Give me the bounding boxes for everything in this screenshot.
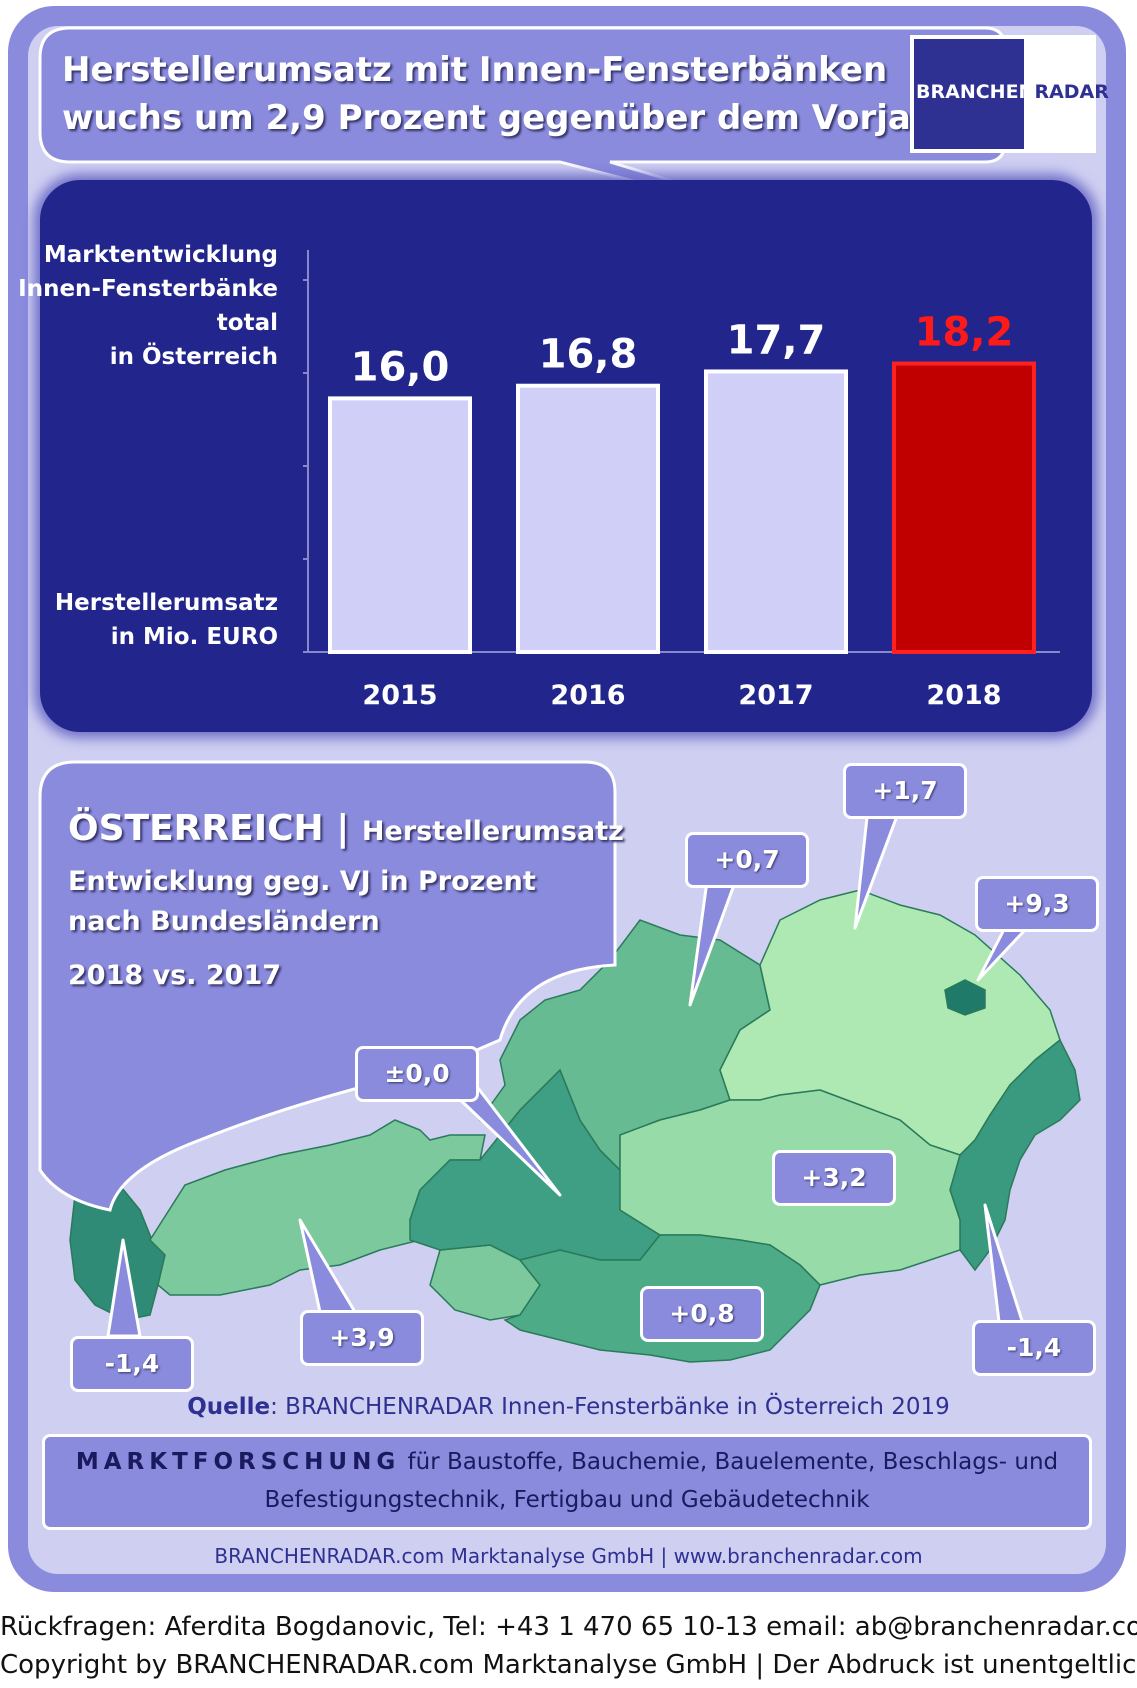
company-line: BRANCHENRADAR.com Marktanalyse GmbH | ww…: [214, 1544, 923, 1568]
bar-chart: 16,0 2015 16,8 2016 17,7 2017 18,2 2018: [303, 250, 1060, 711]
chart-title-line-1: Marktentwicklung: [43, 242, 278, 268]
category-label-2015: 2015: [362, 680, 437, 711]
chart-title-line-3: total: [216, 310, 278, 336]
callout-pointers: [106, 806, 1042, 1338]
map-year-compare: 2018 vs. 2017: [68, 960, 282, 991]
callout-vorarlberg: -1,4: [70, 1336, 194, 1392]
austria-map: [69, 889, 1081, 1363]
map-subtitle-1: Entwicklung geg. VJ in Prozent: [68, 866, 536, 897]
category-label-2017: 2017: [738, 680, 813, 711]
chart-title-line-2: Innen-Fensterbänke: [18, 276, 278, 302]
y-axis-label-line-1: Herstellerumsatz: [54, 590, 278, 616]
chart-title-line-4: in Österreich: [109, 344, 278, 370]
callout-wien: +9,3: [975, 876, 1099, 932]
region-wien: [944, 979, 986, 1016]
callout-oberoesterreich: +0,7: [685, 832, 809, 888]
value-label-2018: 18,2: [915, 310, 1014, 356]
category-label-2016: 2016: [550, 680, 625, 711]
map-title: ÖSTERREICH | Herstellerumsatz: [68, 808, 624, 849]
bar-2018: [892, 361, 1036, 654]
callout-tirol: +3,9: [300, 1310, 424, 1366]
y-axis-label-line-2: in Mio. EURO: [110, 624, 278, 650]
mf-line-1: MARKTFORSCHUNG für Baustoffe, Bauchemie,…: [75, 1449, 1059, 1475]
headline-line-1: Herstellerumsatz mit Innen-Fensterbänken: [62, 50, 888, 90]
callout-salzburg: ±0,0: [355, 1046, 479, 1102]
chart-title-block: Marktentwicklung Innen-Fensterbänke tota…: [18, 242, 278, 650]
category-label-2018: 2018: [926, 680, 1001, 711]
callout-burgenland: -1,4: [972, 1320, 1096, 1376]
callout-kaernten: +0,8: [640, 1286, 764, 1342]
bar-2015: [328, 396, 472, 654]
value-label-2015: 16,0: [351, 344, 450, 390]
value-label-2016: 16,8: [539, 332, 638, 378]
headline-line-2: wuchs um 2,9 Prozent gegenüber dem Vorja…: [62, 98, 952, 138]
chart-panel: Marktentwicklung Innen-Fensterbänke tota…: [18, 180, 1092, 732]
branchenradar-logo: BRANCHENRADAR: [910, 35, 1109, 153]
callout-steiermark: +3,2: [772, 1150, 896, 1206]
logo-square: [914, 39, 1024, 149]
logo-wordmark: BRANCHENRADAR: [916, 81, 1109, 103]
source-line: Quelle: BRANCHENRADAR Innen-Fensterbänke…: [187, 1394, 950, 1420]
marktforschung-box: MARKTFORSCHUNG für Baustoffe, Bauchemie,…: [42, 1434, 1092, 1530]
bar-2017: [704, 369, 848, 655]
mf-line-2: Befestigungstechnik, Fertigbau und Gebäu…: [264, 1487, 870, 1513]
map-title-bubble: [38, 760, 617, 1212]
bar-2016: [516, 383, 660, 654]
callout-niederoesterreich: +1,7: [843, 763, 967, 819]
copyright-line: Copyright by BRANCHENRADAR.com Marktanal…: [0, 1650, 1137, 1680]
contact-line: Rückfragen: Aferdita Bogdanovic, Tel: +4…: [0, 1612, 1137, 1642]
value-label-2017: 17,7: [727, 317, 826, 363]
map-subtitle-2: nach Bundesländern: [68, 906, 380, 937]
headline: Herstellerumsatz mit Innen-Fensterbänken…: [40, 28, 1010, 162]
